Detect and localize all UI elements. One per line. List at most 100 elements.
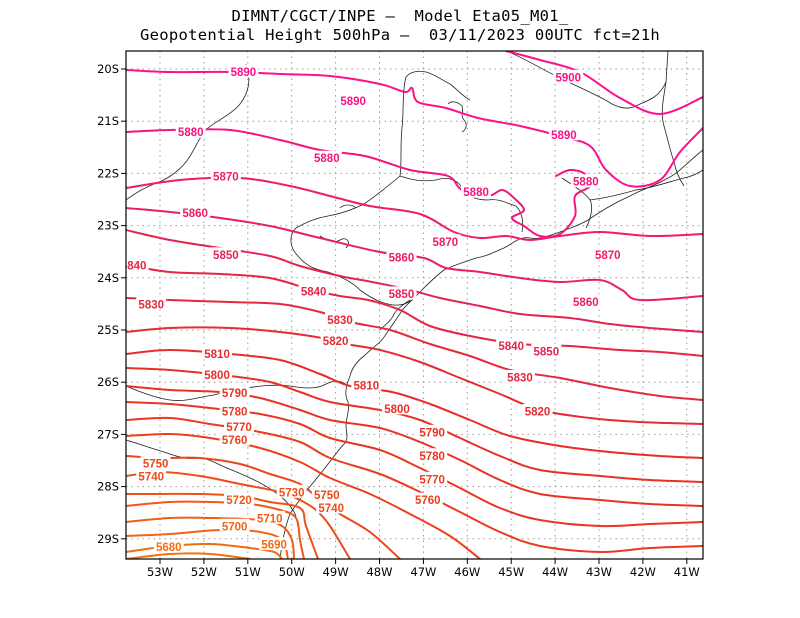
contour-5840 xyxy=(126,264,703,357)
lat-label: 20S xyxy=(97,62,119,76)
contour-label-bg xyxy=(219,432,250,446)
contour-label-bg xyxy=(522,403,553,417)
contour-label-bg xyxy=(320,333,351,347)
lon-label: 49W xyxy=(323,565,349,579)
contour-label-bg xyxy=(140,456,171,470)
contour-label-bg xyxy=(202,346,233,360)
contour-label-bg xyxy=(461,184,492,198)
contour-5800 xyxy=(126,367,703,483)
lon-label: 44W xyxy=(542,565,568,579)
map-frame xyxy=(125,50,704,560)
contour-label: 5880 xyxy=(573,177,599,189)
contour-label: 5790 xyxy=(419,427,445,439)
contour-label: 5780 xyxy=(222,406,248,418)
contour-label-bg xyxy=(417,424,448,438)
contour-5810 xyxy=(126,349,703,459)
contour-label-bg xyxy=(175,124,206,138)
contour-label: 5690 xyxy=(261,540,287,552)
lon-label: 46W xyxy=(454,565,480,579)
lon-label: 45W xyxy=(498,565,524,579)
map-title-line2: Geopotential Height 500hPa – 03/11/2023 … xyxy=(139,26,661,44)
contour-label-bg xyxy=(219,385,250,399)
contour-label: 5800 xyxy=(384,404,410,416)
lon-label: 48W xyxy=(366,565,392,579)
contour-labels: 5900 5890 5890 5890 5880 5880 5880 5880 5870 5870… xyxy=(121,64,623,554)
contour-label-bg xyxy=(224,419,255,433)
contour-label: 5770 xyxy=(226,422,252,434)
contour-5770 xyxy=(126,416,703,554)
contour-label-bg xyxy=(316,500,347,514)
lat-label: 29S xyxy=(97,532,119,546)
contour-5680 xyxy=(126,552,251,559)
contour-label: 5860 xyxy=(573,297,599,309)
contour-label-bg xyxy=(382,401,413,415)
contour-label: 5740 xyxy=(318,503,344,515)
contour-label: 5750 xyxy=(314,490,340,502)
contour-label-bg xyxy=(417,471,448,485)
lon-label: 51W xyxy=(235,565,261,579)
contour-label-bg xyxy=(386,249,417,263)
lat-label: 21S xyxy=(97,114,119,128)
contour-label: 5680 xyxy=(156,542,182,554)
contour-label: 5830 xyxy=(327,315,353,327)
contour-label: 5840 xyxy=(498,341,524,353)
contour-label: 5720 xyxy=(226,495,252,507)
contour-5790 xyxy=(126,385,703,507)
lat-label: 26S xyxy=(97,375,119,389)
contour-label-bg xyxy=(180,205,211,219)
contour-label-bg xyxy=(224,492,255,506)
lat-label: 22S xyxy=(97,166,119,180)
contour-label: 5810 xyxy=(354,380,380,392)
contour-label: 5710 xyxy=(257,513,283,525)
contour-label: 5870 xyxy=(595,250,621,262)
contour-5830 xyxy=(126,297,703,401)
contour-label-bg xyxy=(412,492,443,506)
contour-label: 5890 xyxy=(231,67,257,79)
contour-label-bg xyxy=(338,93,369,107)
contour-label-bg xyxy=(311,487,342,501)
contour-label-bg xyxy=(570,294,601,308)
contour-label: 5840 xyxy=(121,260,147,272)
contour-label-bg xyxy=(553,69,584,83)
lon-label: 41W xyxy=(674,565,700,579)
contour-5870 xyxy=(126,176,703,241)
contour-label: 5820 xyxy=(323,336,349,348)
contour-label: 5830 xyxy=(507,372,533,384)
contour-5850 xyxy=(126,229,703,333)
contour-label: 5880 xyxy=(178,127,204,139)
contour-label: 5740 xyxy=(138,472,164,484)
contour-5820 xyxy=(126,326,703,425)
contour-label-bg xyxy=(254,510,285,524)
contour-label-bg xyxy=(276,484,307,498)
contour-label: 5700 xyxy=(222,521,248,533)
contour-label-bg xyxy=(210,169,241,183)
contour-label: 5780 xyxy=(419,451,445,463)
contour-5750 xyxy=(126,455,401,559)
contour-label-bg xyxy=(202,367,233,381)
lon-label: 52W xyxy=(191,565,217,579)
lat-label: 27S xyxy=(97,427,119,441)
contour-label-bg xyxy=(136,296,167,310)
contour-label-bg xyxy=(351,377,382,391)
contour-5720 xyxy=(126,500,305,559)
contour-label: 5850 xyxy=(389,289,415,301)
lon-label: 53W xyxy=(147,565,173,579)
contour-label: 5830 xyxy=(138,299,164,311)
contour-label: 5850 xyxy=(534,346,560,358)
contour-label: 5860 xyxy=(182,208,208,220)
contour-5780 xyxy=(126,401,703,528)
contour-label-bg xyxy=(570,174,601,188)
contour-label: 5790 xyxy=(222,388,248,400)
contour-label-bg xyxy=(324,312,355,326)
geopotential-contours xyxy=(126,51,703,559)
contour-label-bg xyxy=(126,257,149,271)
contour-label: 5890 xyxy=(551,130,577,142)
contour-5890 xyxy=(126,69,703,188)
contour-5760 xyxy=(126,432,481,559)
contour-label-bg xyxy=(531,343,562,357)
contour-label-bg xyxy=(210,247,241,261)
coastline-and-borders xyxy=(126,51,703,559)
contour-label-bg xyxy=(311,150,342,164)
contour-5880 xyxy=(126,128,592,238)
